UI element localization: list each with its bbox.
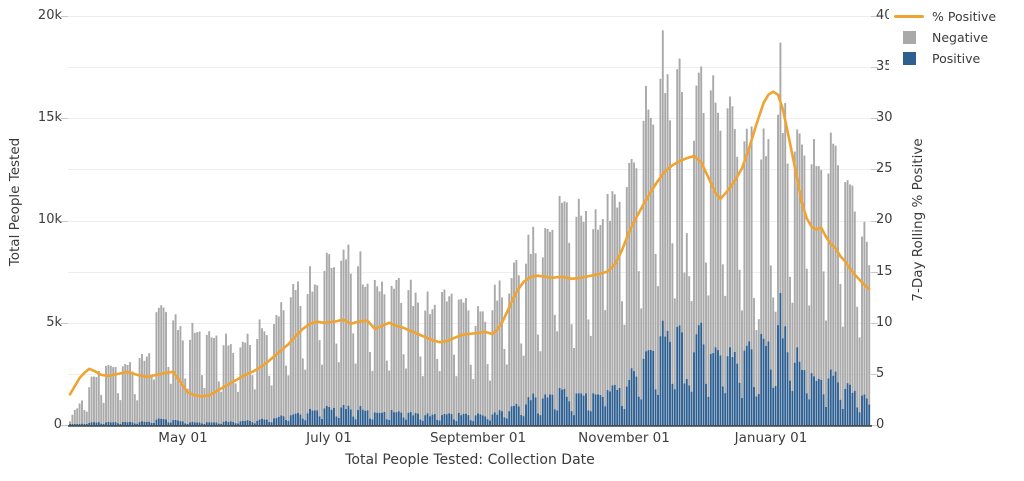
y-axis-left-tick: 20k xyxy=(37,8,62,23)
y-axis-right-tick: 10 xyxy=(876,315,893,330)
y-axis-left-tick: 0 xyxy=(53,417,62,432)
y-axis-left-tick: 5k xyxy=(46,315,62,330)
legend-label: Negative xyxy=(932,30,989,45)
y-axis-left-tick: 10k xyxy=(37,212,62,227)
legend-item-positive[interactable]: Positive xyxy=(893,48,996,69)
x-axis-tick-january: January 01 xyxy=(734,430,808,446)
x-axis-tick-july: July 01 xyxy=(306,430,352,446)
legend-item-pct-positive[interactable]: % Positive xyxy=(893,6,996,27)
y-axis-left-tick: 15k xyxy=(37,110,62,125)
y-axis-right-tick: 40 xyxy=(876,8,893,23)
x-axis-tick-november: November 01 xyxy=(578,430,670,446)
y-axis-title-right: 7-Day Rolling % Positive xyxy=(910,138,926,302)
negative-swatch-icon xyxy=(902,31,916,44)
y-axis-right-tick: 35 xyxy=(876,59,893,74)
y-axis-right-tick: 15 xyxy=(876,264,893,279)
legend-label: % Positive xyxy=(932,9,997,24)
x-axis-tick-may: May 01 xyxy=(158,430,208,446)
y-axis-right-tick: 25 xyxy=(876,161,893,176)
x-axis-tick-september: September 01 xyxy=(429,430,527,446)
positive-swatch-icon xyxy=(902,52,916,65)
y-axis-right-tick: 5 xyxy=(876,366,885,381)
pct-positive-line-swatch-icon xyxy=(894,15,924,18)
y-axis-right-tick: 30 xyxy=(876,110,893,125)
y-axis-right-tick: 20 xyxy=(876,212,893,227)
y-axis-title-left: Total People Tested xyxy=(7,137,23,267)
x-axis-title: Total People Tested: Collection Date xyxy=(345,452,595,468)
legend-item-negative[interactable]: Negative xyxy=(893,27,996,48)
y-axis-right-tick: 0 xyxy=(876,417,885,432)
legend-label: Positive xyxy=(932,51,981,66)
legend: % Positive Negative Positive xyxy=(889,4,1001,73)
